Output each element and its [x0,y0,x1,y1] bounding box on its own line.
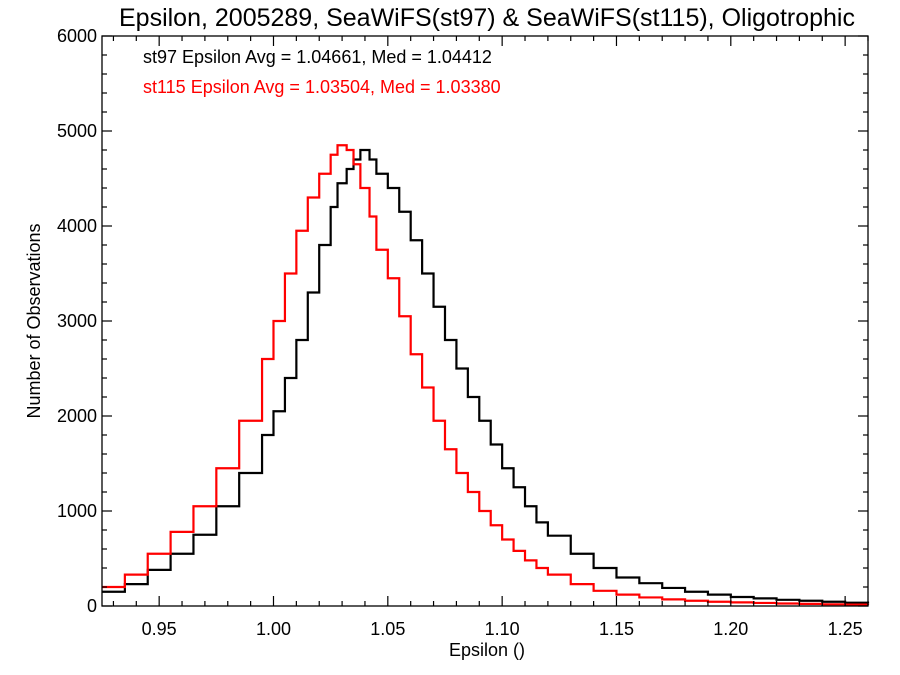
x-tick-label: 1.05 [370,619,405,639]
y-tick-label: 1000 [57,501,97,521]
y-tick-label: 6000 [57,26,97,46]
x-tick-label: 0.95 [142,619,177,639]
st97-stats-annotation: st97 Epsilon Avg = 1.04661, Med = 1.0441… [143,47,492,67]
x-tick-label: 1.00 [256,619,291,639]
y-axis-label: Number of Observations [24,223,44,418]
y-tick-label: 5000 [57,121,97,141]
x-axis-label: Epsilon () [449,640,525,660]
x-tick-label: 1.25 [828,619,863,639]
y-tick-label: 2000 [57,406,97,426]
series-layer [102,144,870,606]
chart-title: Epsilon, 2005289, SeaWiFS(st97) & SeaWiF… [119,4,855,32]
y-tick-label: 4000 [57,216,97,236]
st115-stats-annotation: st115 Epsilon Avg = 1.03504, Med = 1.033… [143,77,501,97]
y-tick-label: 3000 [57,311,97,331]
x-tick-label: 1.10 [485,619,520,639]
y-tick-label: 0 [87,596,97,616]
y-axis: 0 1000 2000 3000 4000 5000 6000 [57,26,868,616]
x-tick-label: 1.20 [713,619,748,639]
series-1-line [102,144,870,606]
series-0-line [102,148,870,604]
x-tick-label: 1.15 [599,619,634,639]
x-axis: 0.95 1.00 1.05 1.10 1.15 1.20 1.25 [112,36,869,639]
